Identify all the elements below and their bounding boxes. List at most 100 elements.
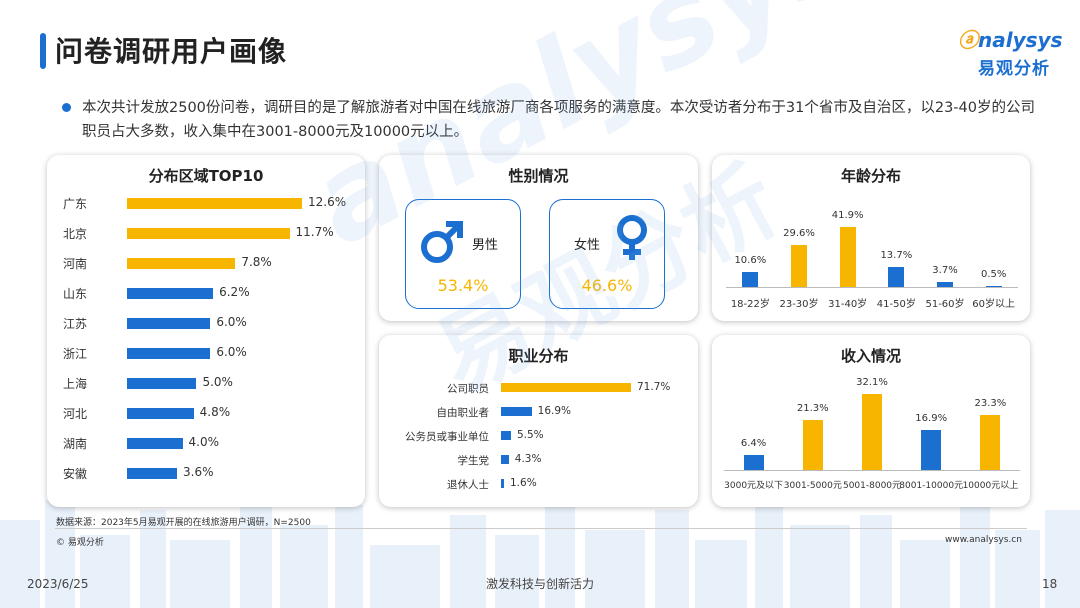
income-chart-value-1: 21.3% [796,402,829,414]
logo-swirl-icon: ⓐ [958,28,978,52]
region-label-6: 上海 [63,377,88,391]
income-chart-value-2: 32.1% [856,377,888,388]
region-bar-2 [127,258,236,269]
region-label-1: 北京 [63,227,88,241]
website-link[interactable]: www.analysys.cn [945,535,1022,545]
female-symbol-icon [617,215,647,260]
footer-date: 2023/6/25 [27,577,89,591]
city-skyline-background [0,490,1080,608]
page-title: 问卷调研用户画像 [55,35,288,68]
income-chart-label-2: 5001-8000元 [842,481,902,491]
data-source-note: 数据来源：2023年5月易观开展的在线旅游用户调研，N=2500 [56,518,311,528]
region-chart-title: 分布区域TOP10 [148,167,264,185]
panel-region: 分布区域TOP10 广东 12.6% 北京 11.7% 河南 7.8% 山东 6.2% 江苏 6.… [47,155,365,507]
income-chart-value-0: 6.4% [740,437,767,449]
occupation-chart-title: 职业分布 [508,347,569,365]
age-chart-value-3: 13.7% [880,250,913,262]
female-value: 46.6% [581,276,633,295]
age-chart-label-3: 41-50岁 [876,299,916,310]
title-accent-bar [40,33,46,69]
income-chart-bar-2 [862,394,882,470]
occupation-bar-1 [501,407,532,416]
region-bar-3 [127,288,214,299]
region-bar-5 [127,348,211,359]
age-chart-label-1: 23-30岁 [779,299,819,310]
age-chart-value-5: 0.5% [980,268,1007,280]
income-chart-title: 收入情况 [840,347,901,365]
region-value-4: 6.0% [216,315,247,329]
region-value-1: 11.7% [295,225,334,239]
page-number: 18 [1042,577,1058,591]
age-chart-value-4: 3.7% [932,264,958,276]
region-value-3: 6.2% [219,285,250,299]
region-label-8: 湖南 [63,437,88,451]
panel-occupation: 职业分布 公司职员 71.7% 自由职业者 16.9% 公务员或事业单位 5.5% 学生党 4… [379,335,698,507]
age-chart-label-4: 51-60岁 [925,299,965,310]
occupation-bar-2 [501,431,511,440]
income-chart-value-3: 16.9% [915,412,948,424]
region-bar-9 [127,468,177,479]
income-chart-bar-1 [802,419,823,470]
occupation-label-1: 自由职业者 [436,407,490,419]
income-chart-label-0: 3000元及以下 [724,481,784,491]
region-label-7: 河北 [63,407,88,421]
occupation-bar-3 [501,455,509,464]
age-chart-value-1: 29.6% [783,227,815,239]
region-label-9: 安徽 [63,467,88,481]
age-chart-bar-3 [888,267,905,287]
income-chart-bar-0 [743,454,764,470]
male-value: 53.4% [437,276,489,295]
panel-gender: 性别情况 男性 53.4% 女性 46.6% [379,155,698,321]
income-chart-label-3: 8001-10000元 [899,481,964,491]
logo-wordmark: ⓐnalysys [958,28,1063,52]
region-value-0: 12.6% [308,195,347,209]
region-label-5: 浙江 [63,347,88,361]
occupation-value-3: 4.3% [514,453,542,465]
occupation-bar-0 [501,383,631,392]
region-value-6: 5.0% [202,375,233,389]
age-chart-title: 年龄分布 [840,167,901,185]
age-chart-bar-0 [742,271,759,287]
gender-chart-title: 性别情况 [508,167,569,185]
region-bar-4 [127,318,211,329]
age-chart-label-5: 60岁以上 [972,299,1016,310]
occupation-value-0: 71.7% [637,381,671,393]
region-bar-8 [127,438,183,449]
male-card: 男性 53.4% [405,199,521,309]
region-bar-1 [127,228,290,239]
occupation-label-2: 公务员或事业单位 [405,431,489,443]
panel-income: 收入情况 6.4% 3000元及以下 21.3% 3001-5000元 32.1% 500… [712,335,1030,507]
age-chart-label-0: 18-22岁 [730,299,770,310]
region-bar-0 [127,198,302,209]
age-chart-value-0: 10.6% [734,254,767,266]
age-chart-bar-5 [985,285,1002,287]
region-value-2: 7.8% [241,255,272,269]
income-chart-label-4: 10000元以上 [962,481,1019,491]
age-chart-bar-4 [937,281,953,287]
survey-description: 本次共计发放2500份问卷，调研目的是了解旅游者对中国在线旅游厂商各项服务的满意… [82,100,1035,140]
age-chart-axis [726,287,1018,288]
region-label-2: 河南 [63,257,88,271]
bullet-dot-icon [62,103,71,112]
income-chart-axis [724,470,1020,471]
region-label-4: 江苏 [63,317,88,331]
region-value-8: 4.0% [188,435,220,449]
occupation-value-4: 1.6% [510,477,537,489]
male-label: 男性 [472,238,499,253]
copyright: © 易观分析 [56,538,104,548]
occupation-value-1: 16.9% [537,405,571,417]
male-symbol-icon [421,221,463,263]
occupation-label-0: 公司职员 [447,383,489,395]
occupation-label-4: 退休人士 [447,479,489,491]
region-bar-6 [127,378,197,389]
occupation-value-2: 5.5% [516,429,544,441]
region-label-3: 山东 [63,287,88,301]
income-chart-value-4: 23.3% [974,397,1007,409]
age-chart-bar-2 [839,227,856,287]
occupation-bar-4 [501,479,504,488]
region-value-5: 6.0% [216,345,247,359]
female-card: 女性 46.6% [549,199,665,309]
occupation-label-3: 学生党 [457,455,490,467]
female-label: 女性 [574,238,601,253]
region-bar-7 [127,408,194,419]
